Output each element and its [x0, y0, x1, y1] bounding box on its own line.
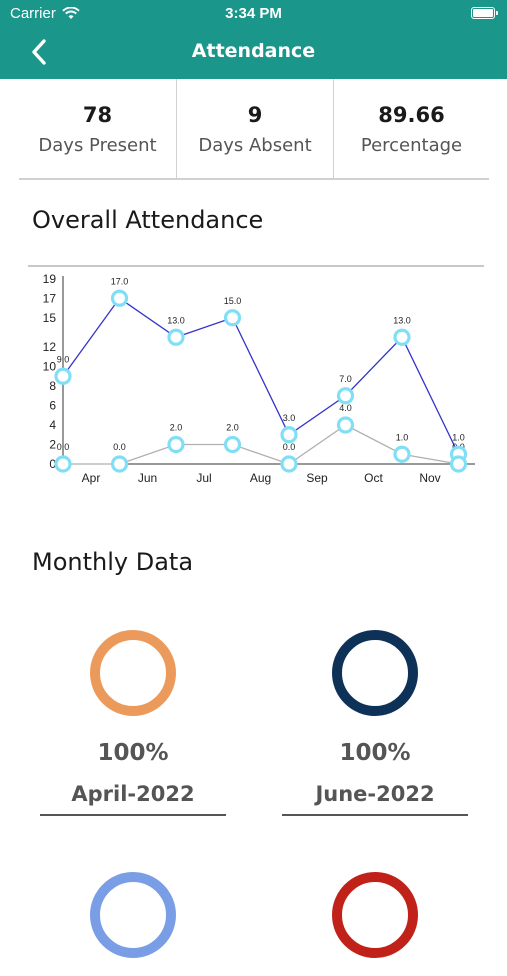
x-tick-label: Apr: [82, 471, 101, 485]
donut-chart: [332, 630, 418, 716]
data-label: 2.0: [226, 423, 239, 433]
month-name: April-2022: [71, 782, 195, 806]
month-percentage: 100%: [97, 740, 169, 766]
back-arrow-icon[interactable]: [26, 37, 56, 67]
month-underline: [282, 814, 468, 816]
data-point: [393, 445, 411, 463]
donut-chart: [332, 872, 418, 958]
y-tick-label: 12: [43, 340, 57, 354]
x-tick-label: Aug: [250, 471, 271, 485]
battery-icon: [471, 7, 498, 19]
data-label: 1.0: [396, 432, 409, 442]
x-tick-label: Sep: [306, 471, 328, 485]
wifi-icon: [62, 7, 80, 19]
data-label: 7.0: [339, 374, 352, 384]
month-underline: [40, 814, 226, 816]
month-card[interactable]: [282, 872, 468, 976]
carrier-label: Carrier: [10, 5, 56, 22]
app-header: Carrier 3:34 PM Attendance: [0, 0, 507, 79]
days-absent-stat: 9 Days Absent: [177, 79, 333, 178]
donut-ring: [90, 630, 176, 716]
attendance-summary: 78 Days Present 9 Days Absent 89.66 Perc…: [19, 79, 489, 180]
data-point: [280, 426, 298, 444]
percentage-stat: 89.66 Percentage: [334, 79, 489, 178]
divider: [333, 79, 334, 178]
data-label: 9.0: [57, 354, 70, 364]
days-present-value: 78: [82, 103, 113, 127]
data-point: [167, 328, 185, 346]
attendance-line-chart: 0 2 4 6 8 10 12 15 17 19 Apr Jun Jul Aug Sep Oct Nov 9.0 1…: [43, 272, 475, 485]
y-tick-label: 6: [49, 399, 56, 413]
x-tick-label: Jul: [196, 471, 211, 485]
y-tick-label: 10: [43, 360, 57, 374]
data-label: 3.0: [283, 413, 296, 423]
section-divider: [28, 265, 484, 267]
data-label: 0.0: [283, 442, 296, 452]
page-title: Attendance: [191, 40, 316, 62]
y-tick-label: 8: [49, 379, 56, 393]
donut-chart: [90, 872, 176, 958]
data-label: 15.0: [224, 296, 242, 306]
days-absent-value: 9: [247, 103, 263, 127]
data-point: [54, 455, 72, 473]
x-tick-label: Jun: [138, 471, 157, 485]
data-point: [393, 328, 411, 346]
days-present-stat: 78 Days Present: [19, 79, 176, 178]
data-label: 2.0: [170, 423, 183, 433]
month-name: June-2022: [315, 782, 435, 806]
monthly-data-title: Monthly Data: [32, 548, 194, 576]
data-label: 13.0: [393, 315, 411, 325]
data-point: [223, 309, 242, 327]
data-point: [336, 416, 355, 434]
data-label: 13.0: [167, 315, 185, 325]
days-present-label: Days Present: [38, 135, 157, 156]
data-point: [167, 435, 185, 454]
y-tick-label: 4: [49, 418, 56, 432]
data-point: [336, 387, 355, 405]
y-tick-label: 2: [49, 438, 56, 452]
series-line: [63, 424, 459, 465]
series-line: [62, 297, 460, 455]
month-card[interactable]: [40, 872, 226, 976]
month-card[interactable]: 100% June-2022: [282, 630, 468, 816]
y-tick-label: 19: [43, 272, 57, 286]
data-label: 4.0: [339, 403, 352, 413]
data-point: [110, 289, 129, 307]
x-tick-label: Oct: [364, 471, 383, 485]
overall-attendance-title: Overall Attendance: [32, 206, 264, 234]
data-point: [223, 435, 242, 454]
data-point: [280, 455, 298, 473]
donut-ring: [332, 630, 418, 716]
data-point: [54, 367, 72, 385]
y-tick-label: 0: [49, 457, 56, 471]
donut-chart: [90, 630, 176, 716]
percentage-label: Percentage: [360, 135, 463, 156]
percentage-value: 89.66: [378, 103, 445, 127]
data-label: 0.0: [57, 442, 70, 452]
data-point: [449, 455, 468, 473]
status-bar: Carrier 3:34 PM: [0, 5, 507, 23]
clock: 3:34 PM: [225, 5, 282, 22]
data-label: 1.0: [452, 432, 465, 442]
divider: [176, 79, 177, 178]
month-percentage: 100%: [339, 740, 411, 766]
days-absent-label: Days Absent: [198, 135, 312, 156]
data-label: 0.0: [113, 442, 126, 452]
data-label: 17.0: [111, 276, 129, 286]
donut-ring: [332, 872, 418, 958]
data-point: [110, 455, 129, 473]
donut-ring: [90, 872, 176, 958]
y-tick-label: 15: [43, 311, 57, 325]
x-tick-label: Nov: [419, 471, 440, 485]
month-card[interactable]: 100% April-2022: [40, 630, 226, 816]
y-tick-label: 17: [43, 291, 57, 305]
